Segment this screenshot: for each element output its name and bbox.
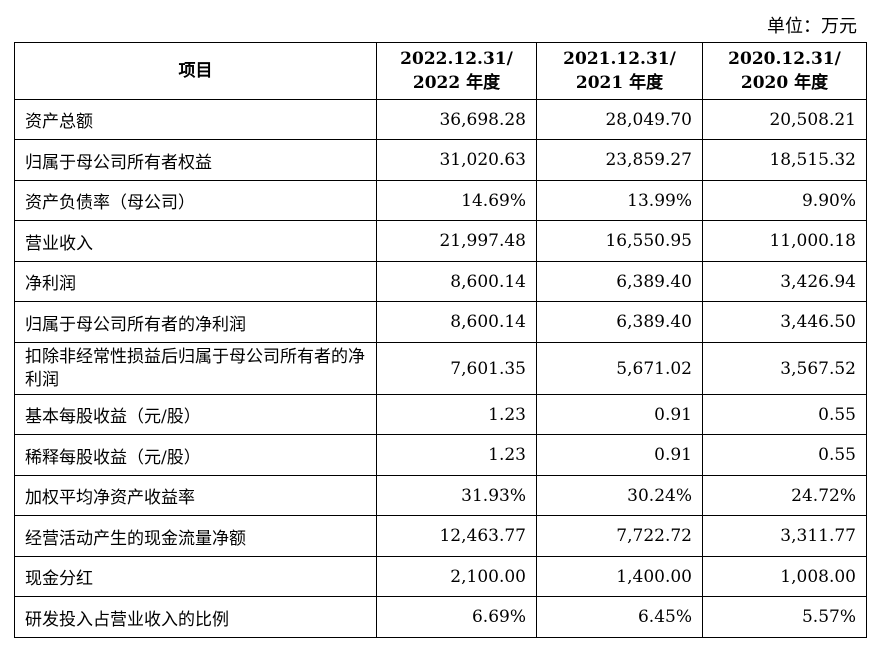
row-value: 5.57% [702,596,867,638]
table-row: 经营活动产生的现金流量净额 12,463.77 7,722.72 3,311.77 [14,515,867,557]
table-row: 现金分红 2,100.00 1,400.00 1,008.00 [14,556,867,597]
row-value: 13.99% [536,180,703,221]
header-2020: 2020.12.31/ 2020 年度 [702,42,867,100]
row-value: 5,671.02 [536,342,703,395]
row-value: 7,722.72 [536,515,703,557]
row-value: 0.55 [702,394,867,435]
row-value: 1.23 [376,434,537,476]
table-row: 扣除非经常性损益后归属于母公司所有者的净利润 7,601.35 5,671.02 3,… [14,342,867,395]
row-value: 30.24% [536,475,703,516]
row-value: 0.91 [536,434,703,476]
row-value: 1.23 [376,394,537,435]
row-label: 净利润 [14,261,377,302]
unit-label: 单位：万元 [767,16,857,37]
table-row: 资产总额 36,698.28 28,049.70 20,508.21 [14,99,867,140]
row-value: 7,601.35 [376,342,537,395]
table-row: 营业收入 21,997.48 16,550.95 11,000.18 [14,220,867,262]
row-value: 0.55 [702,434,867,476]
header-item: 项目 [14,42,377,100]
table-row: 稀释每股收益（元/股） 1.23 0.91 0.55 [14,434,867,476]
row-value: 6,389.40 [536,301,703,343]
row-label: 基本每股收益（元/股） [14,394,377,435]
row-label: 资产负债率（母公司） [14,180,377,221]
row-value: 18,515.32 [702,139,867,181]
table-row: 归属于母公司所有者的净利润 8,600.14 6,389.40 3,446.50 [14,301,867,343]
table-row: 资产负债率（母公司） 14.69% 13.99% 9.90% [14,180,867,221]
row-value: 16,550.95 [536,220,703,262]
row-label: 经营活动产生的现金流量净额 [14,515,377,557]
row-label: 归属于母公司所有者权益 [14,139,377,181]
table-row: 净利润 8,600.14 6,389.40 3,426.94 [14,261,867,302]
row-value: 1,400.00 [536,556,703,597]
row-value: 0.91 [536,394,703,435]
row-value: 11,000.18 [702,220,867,262]
row-value: 31.93% [376,475,537,516]
row-value: 28,049.70 [536,99,703,140]
row-value: 12,463.77 [376,515,537,557]
row-label: 现金分红 [14,556,377,597]
financial-table: 项目 2022.12.31/ 2022 年度 2021.12.31/ 2021 … [14,42,867,638]
row-label: 研发投入占营业收入的比例 [14,596,377,638]
row-value: 31,020.63 [376,139,537,181]
row-value: 6,389.40 [536,261,703,302]
row-value: 9.90% [702,180,867,221]
table-row: 归属于母公司所有者权益 31,020.63 23,859.27 18,515.32 [14,139,867,181]
row-value: 36,698.28 [376,99,537,140]
row-value: 21,997.48 [376,220,537,262]
table-row: 研发投入占营业收入的比例 6.69% 6.45% 5.57% [14,596,867,638]
row-value: 23,859.27 [536,139,703,181]
header-row: 项目 2022.12.31/ 2022 年度 2021.12.31/ 2021 … [14,42,867,100]
row-value: 24.72% [702,475,867,516]
table-row: 加权平均净资产收益率 31.93% 30.24% 24.72% [14,475,867,516]
row-label: 营业收入 [14,220,377,262]
row-label: 扣除非经常性损益后归属于母公司所有者的净利润 [14,342,377,395]
header-2021: 2021.12.31/ 2021 年度 [536,42,703,100]
row-label: 归属于母公司所有者的净利润 [14,301,377,343]
header-2022: 2022.12.31/ 2022 年度 [376,42,537,100]
table-row: 基本每股收益（元/股） 1.23 0.91 0.55 [14,394,867,435]
row-value: 14.69% [376,180,537,221]
row-value: 1,008.00 [702,556,867,597]
row-value: 3,426.94 [702,261,867,302]
row-value: 6.69% [376,596,537,638]
row-value: 20,508.21 [702,99,867,140]
row-value: 3,567.52 [702,342,867,395]
row-label: 稀释每股收益（元/股） [14,434,377,476]
row-value: 6.45% [536,596,703,638]
row-value: 3,446.50 [702,301,867,343]
row-value: 2,100.00 [376,556,537,597]
row-value: 3,311.77 [702,515,867,557]
row-value: 8,600.14 [376,301,537,343]
row-label: 加权平均净资产收益率 [14,475,377,516]
row-value: 8,600.14 [376,261,537,302]
row-label: 资产总额 [14,99,377,140]
